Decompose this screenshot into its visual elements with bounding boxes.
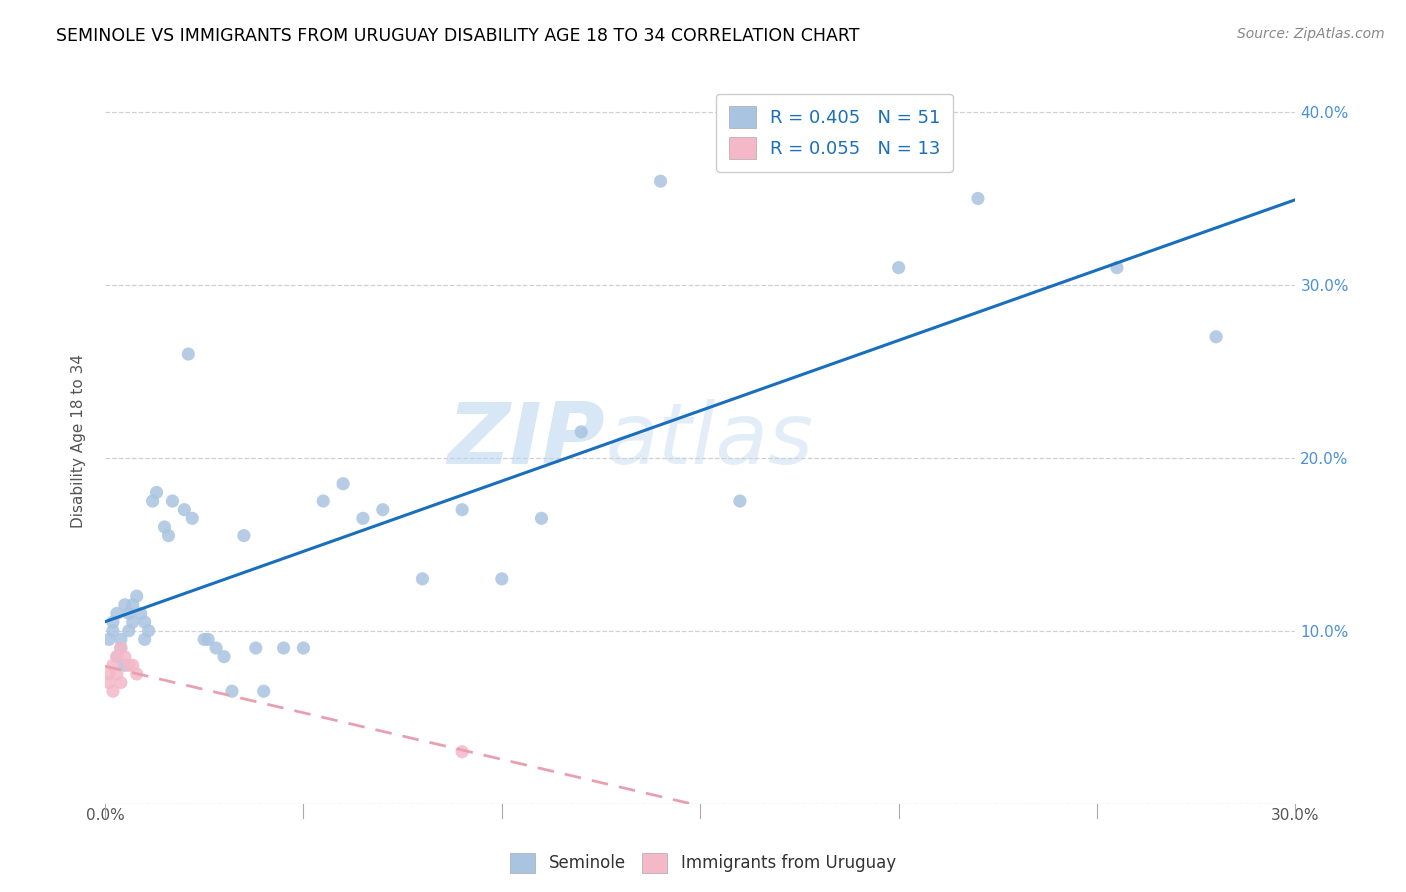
Point [101,624,124,638]
Point [118,624,141,638]
Point [273,640,295,655]
Point [451,502,474,516]
Point [114,658,136,673]
Point [105,667,128,681]
Point [105,607,128,621]
Point [371,502,394,516]
Point [101,658,124,673]
Legend: Seminole, Immigrants from Uruguay: Seminole, Immigrants from Uruguay [503,847,903,880]
Point [232,528,254,542]
Point [162,494,184,508]
Point [177,347,200,361]
Point [312,494,335,508]
Point [138,624,160,638]
Point [1105,260,1128,275]
Text: SEMINOLE VS IMMIGRANTS FROM URUGUAY DISABILITY AGE 18 TO 34 CORRELATION CHART: SEMINOLE VS IMMIGRANTS FROM URUGUAY DISA… [56,27,859,45]
Point [451,745,474,759]
Point [125,589,148,603]
Point [97,632,120,647]
Point [157,528,180,542]
Point [728,494,751,508]
Point [245,640,267,655]
Point [134,632,156,647]
Point [569,425,592,439]
Point [110,640,132,655]
Point [173,502,195,516]
Point [205,640,228,655]
Point [253,684,276,698]
Point [411,572,433,586]
Point [121,615,143,629]
Point [101,615,124,629]
Point [134,615,156,629]
Point [97,675,120,690]
Text: atlas: atlas [605,399,813,482]
Point [197,632,219,647]
Point [650,174,672,188]
Point [110,675,132,690]
Point [114,598,136,612]
Point [193,632,215,647]
Point [121,598,143,612]
Point [121,658,143,673]
Point [114,649,136,664]
Point [181,511,204,525]
Point [105,649,128,664]
Point [125,667,148,681]
Point [530,511,553,525]
Point [97,667,120,681]
Point [292,640,315,655]
Point [129,607,152,621]
Point [352,511,374,525]
Point [212,649,235,664]
Point [145,485,167,500]
Point [110,632,132,647]
Point [153,520,176,534]
Point [491,572,513,586]
Point [101,684,124,698]
Point [110,640,132,655]
Text: Source: ZipAtlas.com: Source: ZipAtlas.com [1237,27,1385,41]
Point [967,191,990,205]
Point [887,260,910,275]
Point [118,607,141,621]
Legend: R = 0.405   N = 51, R = 0.055   N = 13: R = 0.405 N = 51, R = 0.055 N = 13 [716,94,953,172]
Y-axis label: Disability Age 18 to 34: Disability Age 18 to 34 [72,353,86,527]
Point [332,476,354,491]
Point [142,494,165,508]
Point [221,684,243,698]
Point [105,649,128,664]
Text: ZIP: ZIP [447,399,605,482]
Point [118,658,141,673]
Point [1205,330,1227,344]
